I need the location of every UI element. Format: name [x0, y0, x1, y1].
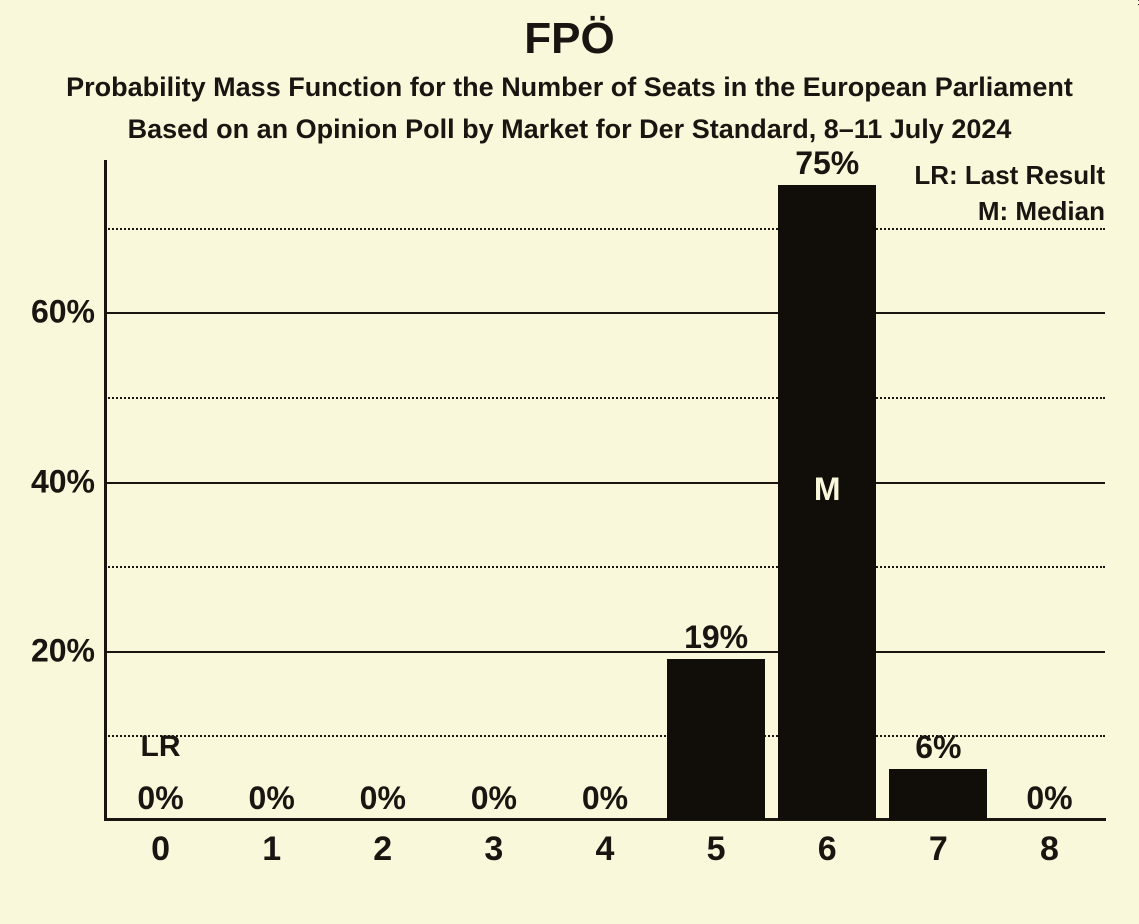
x-axis-tick-label: 4 — [555, 830, 655, 869]
y-axis-tick-label: 20% — [0, 632, 95, 669]
y-axis-tick-label: 60% — [0, 294, 95, 331]
gridline-major — [105, 651, 1105, 653]
chart-subtitle-1: Probability Mass Function for the Number… — [0, 72, 1139, 103]
x-axis-tick-label: 6 — [777, 830, 877, 869]
y-axis-line — [104, 160, 107, 820]
gridline-major — [105, 312, 1105, 314]
median-annotation: M — [777, 471, 877, 508]
x-axis-tick-label: 1 — [222, 830, 322, 869]
bar-value-label: 6% — [878, 729, 998, 766]
bar-value-label: 19% — [656, 619, 776, 656]
legend-m: M: Median — [895, 196, 1105, 227]
bar — [667, 659, 765, 820]
chart-subtitle-2: Based on an Opinion Poll by Market for D… — [0, 114, 1139, 145]
bar-value-label: 0% — [545, 780, 665, 817]
bar — [889, 769, 987, 820]
gridline-minor — [105, 228, 1105, 230]
x-axis-tick-label: 3 — [444, 830, 544, 869]
x-axis-tick-label: 0 — [111, 830, 211, 869]
bar-value-label: 75% — [767, 145, 887, 182]
y-axis-tick-label: 40% — [0, 463, 95, 500]
x-axis-tick-label: 5 — [666, 830, 766, 869]
page-root: FPÖ Probability Mass Function for the Nu… — [0, 0, 1139, 924]
x-axis-tick-label: 8 — [999, 830, 1099, 869]
chart-area: LR: Last Result M: Median 20%40%60%0%0LR… — [105, 160, 1105, 820]
bar-value-label: 0% — [323, 780, 443, 817]
legend-lr: LR: Last Result — [895, 160, 1105, 191]
bar-value-label: 0% — [434, 780, 554, 817]
bar-value-label: 0% — [101, 780, 221, 817]
gridline-minor — [105, 397, 1105, 399]
gridline-minor — [105, 566, 1105, 568]
bar-value-label: 0% — [212, 780, 332, 817]
lr-annotation: LR — [121, 730, 201, 764]
x-axis-tick-label: 7 — [888, 830, 988, 869]
chart-title: FPÖ — [0, 14, 1139, 64]
x-axis-tick-label: 2 — [333, 830, 433, 869]
bar-value-label: 0% — [989, 780, 1109, 817]
gridline-major — [105, 482, 1105, 484]
copyright-text: © 2024 Filip van Laenen — [1135, 0, 1139, 6]
